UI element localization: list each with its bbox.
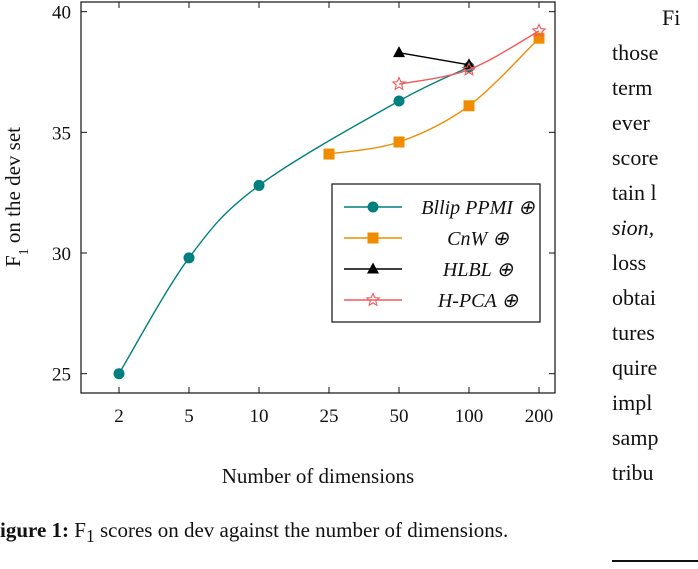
legend-marker [365,292,381,307]
data-point [533,32,545,44]
y-tick-label: 35 [52,123,71,144]
side-line: impl [612,390,653,415]
legend-marker [367,201,379,213]
x-tick-label: 5 [184,406,194,427]
side-line: Fi [662,5,681,30]
data-point [393,136,405,148]
y-axis-label: F1 on the dev set [1,127,32,267]
x-axis-ticks: 2 5 10 25 50 100 200 [114,2,553,427]
legend-marker [367,262,379,274]
legend-label: HLBL ⊕ [442,259,514,281]
caption-f: F [74,518,86,542]
side-line: samp [612,425,659,450]
x-tick-label: 200 [525,406,554,427]
side-line: obtai [612,285,656,310]
y-tick-label: 30 [52,244,71,265]
side-line: tribu [612,460,654,485]
series-line [398,51,470,66]
side-line: tain l [612,180,657,205]
legend: Bllip PPMI ⊕ CnW ⊕ HLBL ⊕ H-PCA ⊕ [331,183,541,323]
legend-label: CnW ⊕ [447,228,509,250]
side-line: quire [612,355,658,380]
series-2 [393,46,475,70]
side-column-text: Fi those term ever score tain l sion, lo… [612,0,698,569]
y-tick-label: 25 [52,365,71,386]
side-line: those [612,40,659,65]
figure-caption-label: igure 1: [0,518,70,542]
x-axis-label: Number of dimensions [222,464,414,488]
x-tick-label: 50 [390,406,409,427]
x-tick-label: 100 [455,406,484,427]
data-point [393,95,405,107]
legend-label: H-PCA ⊕ [437,290,519,312]
data-point [391,76,407,91]
x-tick-label: 2 [114,406,124,427]
data-point [113,368,125,380]
series-line [398,30,540,85]
legend-label: Bllip PPMI ⊕ [421,197,535,219]
data-point [531,23,547,38]
series-line [328,37,540,155]
y-tick-label: 40 [52,3,71,24]
series-layer [113,23,547,380]
footnote-rule [612,560,698,562]
legend-marker [367,232,379,244]
y-axis-ticks: 25 30 35 40 [52,3,555,386]
figure-caption: igure 1: F1 scores on dev against the nu… [0,518,600,547]
series-1 [323,32,545,160]
x-tick-label: 25 [320,406,339,427]
caption-text: scores on dev against the number of dime… [94,518,509,542]
caption-subscript: 1 [85,526,95,547]
side-line: score [612,145,659,170]
data-point [253,179,265,191]
data-point [463,100,475,112]
data-point [461,61,477,76]
series-3 [391,23,547,91]
side-line: sion, [612,215,655,240]
data-point [183,252,195,264]
side-line: loss [612,250,647,275]
data-point [393,46,405,58]
x-tick-label: 10 [250,406,269,427]
data-point [323,148,335,160]
side-line: term [612,75,653,100]
side-line: ever [612,110,650,135]
side-line: tures [612,320,655,345]
plot-frame [80,1,556,394]
